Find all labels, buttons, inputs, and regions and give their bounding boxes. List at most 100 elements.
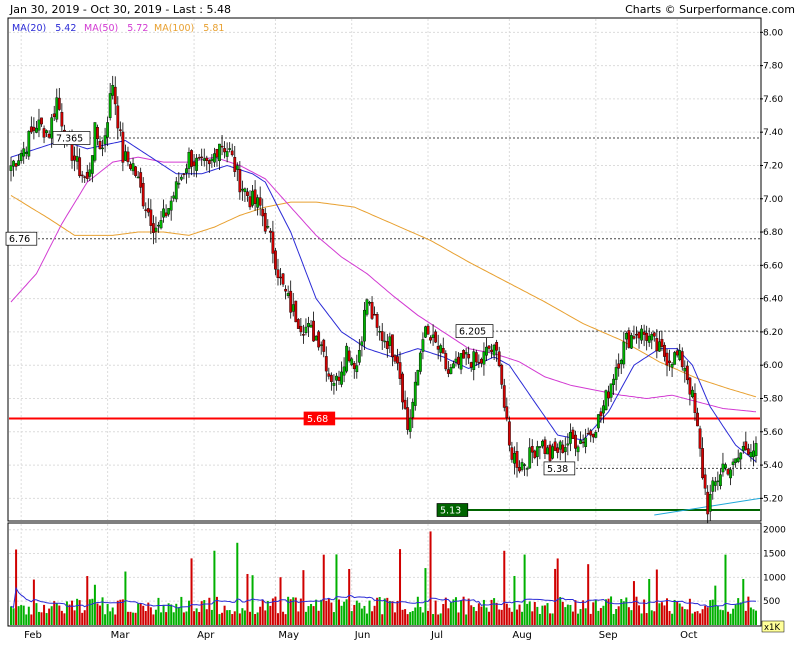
volume-bar (416, 596, 419, 625)
volume-bar (686, 609, 689, 625)
volume-bar (299, 598, 302, 625)
month-label: Oct (680, 630, 697, 641)
candle-body (513, 453, 516, 464)
volume-bar (747, 596, 750, 625)
volume-bar (98, 605, 101, 625)
candle-body (52, 113, 56, 118)
annotation-label: 5.38 (547, 464, 568, 475)
volume-bar (20, 605, 23, 625)
volume-bar (498, 609, 501, 625)
candle-body (688, 377, 692, 395)
candle-body (256, 197, 260, 208)
volume-bar (704, 605, 707, 625)
legend-ma50-value: 5.72 (127, 23, 148, 34)
candle-body (619, 359, 623, 365)
volume-bar (193, 611, 196, 625)
volume-bar (676, 601, 679, 625)
month-label: Apr (197, 630, 215, 641)
candle-body (103, 135, 107, 145)
candle-body (655, 338, 659, 352)
candle-body (602, 405, 605, 414)
candle-body (612, 378, 616, 385)
candle-body (421, 339, 425, 352)
volume-bar (175, 603, 178, 625)
candle-body (296, 319, 300, 329)
candle-body (202, 158, 206, 161)
volume-bar (610, 596, 613, 625)
volume-bar (218, 614, 221, 625)
volume-bar (327, 598, 330, 625)
candle-body (492, 344, 496, 356)
volume-bar (223, 605, 226, 625)
grid (9, 19, 760, 625)
candle-body (439, 345, 443, 353)
candle-body (253, 189, 257, 204)
volume-bar (452, 599, 455, 625)
candles (9, 75, 758, 524)
volume-bar (177, 607, 180, 625)
volume-bar (467, 598, 470, 625)
month-label: Feb (24, 630, 42, 641)
volume-bar (521, 611, 524, 625)
price-tick-label: 7.40 (763, 128, 783, 138)
volume-bar (154, 609, 157, 625)
volume-bar (465, 614, 468, 625)
volume-bar (696, 611, 699, 625)
candle-body (429, 337, 432, 341)
volume-bar (549, 613, 552, 625)
volume-bar (414, 607, 417, 625)
volume-bar (643, 599, 646, 625)
candle-body (146, 208, 150, 213)
volume-bar (124, 571, 127, 625)
volume-bar (711, 599, 714, 625)
volume-bar (429, 531, 432, 625)
volume-bar (25, 614, 28, 625)
volume-bar (490, 599, 493, 625)
volume-bar (284, 614, 287, 625)
candle-body (312, 320, 315, 342)
candle-body (182, 173, 186, 176)
volume-bar (376, 597, 379, 625)
volume-bar (96, 603, 99, 625)
candle-body (37, 119, 41, 131)
candle-body (660, 338, 664, 347)
volume-tick-label: 1000 (763, 573, 786, 583)
candle-body (449, 367, 453, 374)
credit-link[interactable]: Charts © Surperformance.com (625, 3, 795, 16)
candle-body (332, 382, 336, 386)
candle-body (90, 155, 94, 174)
volume-bar (27, 606, 30, 625)
volume-bar (287, 596, 290, 625)
volume-bar (348, 568, 351, 625)
candle-body (141, 183, 145, 207)
annotation-box (455, 324, 494, 338)
volume-bar (101, 597, 104, 625)
volume-bar (699, 613, 702, 625)
volume-bar (615, 609, 618, 625)
volume-bar (332, 612, 335, 625)
price-tick-label: 5.60 (763, 428, 783, 438)
volume-bar (60, 610, 63, 625)
volume-bar (276, 613, 279, 625)
volume-bar (681, 606, 684, 625)
candle-body (673, 352, 677, 365)
volume-bar (279, 577, 282, 625)
volume-bar (251, 575, 254, 625)
volume-bar (81, 612, 84, 625)
volume-bar (111, 607, 114, 625)
volume-bar (254, 614, 257, 625)
annotation-label: 6.205 (459, 327, 486, 338)
candle-body (609, 383, 613, 398)
volume-bar (210, 609, 213, 625)
volume-bar (271, 598, 274, 625)
candle-body (472, 351, 476, 370)
volume-bar (401, 609, 404, 625)
volume-bar (411, 611, 414, 625)
volume-bar (233, 611, 236, 625)
candle-body (571, 429, 575, 439)
volume-bar (671, 613, 674, 625)
candle-body (284, 288, 288, 292)
volume-bar (55, 603, 58, 625)
candle-body (416, 369, 420, 386)
volume-bar (109, 611, 112, 625)
